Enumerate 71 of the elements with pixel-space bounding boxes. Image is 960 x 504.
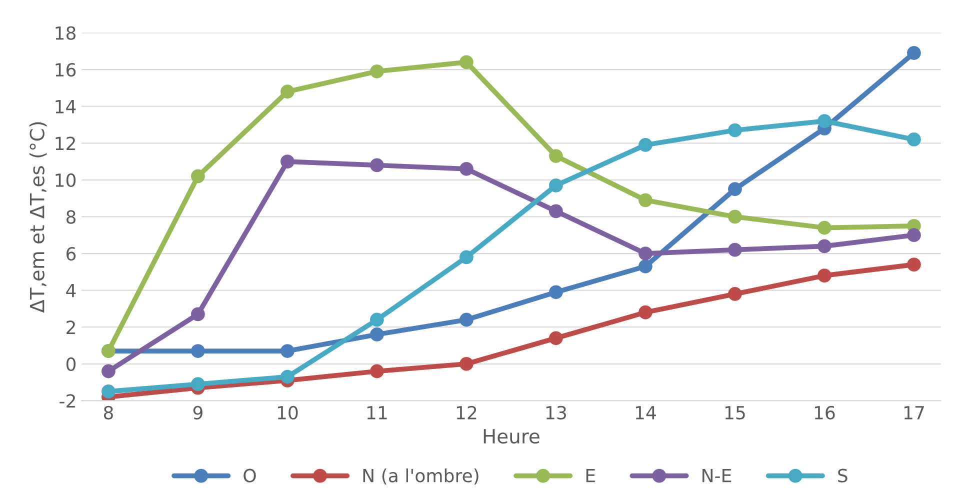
point bbox=[907, 228, 921, 242]
point bbox=[638, 246, 652, 260]
y-tick-label: 6 bbox=[66, 246, 76, 261]
point bbox=[818, 239, 832, 254]
x-tick-label: 9 bbox=[193, 406, 202, 420]
point bbox=[280, 344, 294, 358]
point bbox=[638, 193, 652, 208]
point bbox=[370, 312, 384, 327]
point bbox=[370, 328, 384, 342]
legend-label: N (a l'ombre) bbox=[363, 468, 478, 485]
legend-label: O bbox=[244, 468, 256, 482]
point bbox=[549, 178, 563, 192]
point bbox=[191, 169, 205, 184]
y-tick-label: 2 bbox=[66, 320, 75, 334]
x-tick-label: 16 bbox=[814, 406, 835, 420]
point bbox=[549, 331, 563, 346]
point bbox=[370, 158, 384, 172]
y-tick-label: 12 bbox=[56, 136, 75, 150]
point bbox=[818, 220, 832, 235]
point bbox=[728, 210, 742, 224]
point bbox=[191, 377, 205, 392]
point bbox=[280, 370, 294, 384]
point bbox=[460, 356, 474, 371]
point bbox=[370, 364, 384, 378]
point bbox=[370, 64, 384, 78]
x-tick-label: 10 bbox=[278, 406, 298, 420]
point bbox=[460, 312, 474, 327]
legend-label: N-E bbox=[702, 468, 732, 482]
x-tick-label: 11 bbox=[367, 406, 387, 420]
point bbox=[549, 204, 563, 218]
point bbox=[549, 285, 563, 300]
legend-label: S bbox=[838, 468, 848, 482]
point bbox=[102, 364, 116, 378]
y-tick-label: 0 bbox=[66, 357, 76, 372]
point bbox=[638, 138, 652, 152]
x-tick-label: 17 bbox=[904, 406, 924, 420]
point bbox=[549, 149, 563, 163]
y-tick-label: 14 bbox=[56, 100, 76, 114]
point bbox=[102, 384, 116, 398]
point bbox=[280, 154, 294, 168]
y-axis-title: ΔT,em et ΔT,es (°C) bbox=[29, 122, 47, 313]
point bbox=[728, 242, 742, 257]
point bbox=[638, 305, 652, 320]
point bbox=[907, 46, 921, 60]
point bbox=[728, 287, 742, 301]
x-tick-label: 12 bbox=[456, 406, 476, 420]
y-tick-label: 10 bbox=[56, 173, 76, 188]
point bbox=[280, 84, 294, 99]
x-tick-label: 15 bbox=[725, 406, 745, 420]
y-tick-label: -2 bbox=[60, 394, 75, 408]
y-tick-label: 8 bbox=[66, 210, 76, 224]
y-tick-label: 16 bbox=[56, 63, 76, 77]
point bbox=[907, 132, 921, 146]
y-tick-label: 18 bbox=[56, 26, 76, 40]
legend-label: E bbox=[586, 468, 595, 482]
point bbox=[460, 55, 474, 70]
point bbox=[460, 162, 474, 176]
point bbox=[728, 123, 742, 138]
point bbox=[818, 114, 832, 128]
point bbox=[728, 182, 742, 196]
point bbox=[907, 258, 921, 272]
x-axis-title: Heure bbox=[484, 429, 540, 444]
point bbox=[818, 268, 832, 283]
x-tick-label: 14 bbox=[636, 406, 656, 420]
y-tick-label: 4 bbox=[66, 284, 76, 298]
x-tick-label: 8 bbox=[104, 406, 113, 420]
point bbox=[638, 259, 652, 274]
point bbox=[460, 250, 474, 264]
point bbox=[191, 344, 205, 358]
point bbox=[191, 307, 205, 322]
x-tick-label: 13 bbox=[546, 406, 566, 420]
